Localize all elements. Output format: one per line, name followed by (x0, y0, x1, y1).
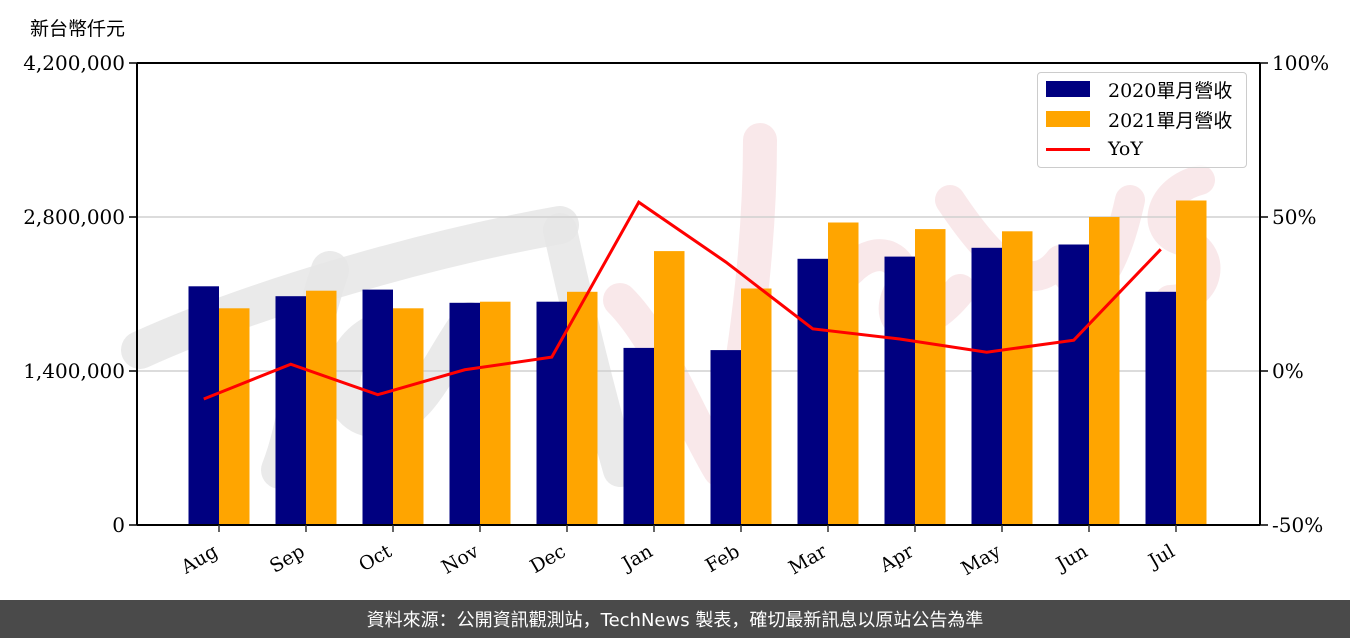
bar-2021-apr (915, 229, 946, 525)
bar-2020-mar (797, 258, 828, 525)
chart-legend: 2020單月營收 2021單月營收 YoY (1037, 72, 1247, 168)
x-tick-label-feb: Feb (702, 540, 744, 577)
legend-label-yoy: YoY (1108, 138, 1143, 160)
bar-2021-dec (567, 291, 598, 525)
bar-2021-jul (1176, 200, 1207, 525)
legend-label-2021: 2021單月營收 (1108, 109, 1233, 132)
right-tick-label: -50% (1272, 513, 1323, 537)
right-tick-label: 50% (1272, 205, 1316, 229)
x-tick-label-apr: Apr (875, 540, 918, 577)
x-tick-label-oct: Oct (355, 540, 396, 576)
bar-2020-jun (1058, 244, 1089, 525)
x-tick-label-mar: Mar (785, 540, 831, 579)
bar-2020-sep (275, 296, 306, 525)
legend-item-2020: 2020單月營收 (1046, 75, 1232, 103)
bar-2020-jul (1145, 291, 1176, 525)
left-tick-label: 4,200,000 (23, 51, 125, 75)
bar-2021-oct (393, 308, 424, 525)
right-tick-label: 0% (1272, 359, 1304, 383)
x-tick-label-dec: Dec (526, 540, 569, 578)
bar-2020-aug (188, 286, 219, 525)
legend-swatch-2021 (1046, 111, 1090, 127)
bar-2020-oct (362, 289, 393, 525)
combo-chart: 0 1,400,000 2,800,000 4,200,000 -50% 0% 50% 100… (23, 51, 1329, 580)
bar-2021-nov (480, 301, 511, 525)
x-tick-label-jun: Jun (1051, 540, 1092, 576)
legend-item-2021: 2021單月營收 (1046, 105, 1232, 133)
bar-2021-jan (654, 251, 685, 525)
bar-2021-feb (741, 288, 772, 525)
bar-2020-nov (449, 302, 480, 525)
legend-line-yoy (1046, 147, 1090, 151)
legend-swatch-2020 (1046, 81, 1090, 97)
bar-2020-feb (710, 350, 741, 525)
bar-2021-aug (219, 308, 250, 525)
bar-2021-jun (1089, 217, 1120, 525)
yoy-line (203, 200, 1162, 401)
footer-text: 資料來源：公開資訊觀測站，TechNews 製表，確切最新訊息以原站公告為準 (366, 610, 984, 631)
left-tick-label: 2,800,000 (23, 205, 125, 229)
chart-area: 0 1,400,000 2,800,000 4,200,000 -50% 0% 50% 100… (23, 51, 1329, 580)
x-tick-label-jan: Jan (617, 540, 657, 576)
x-tick-label-jul: Jul (1143, 540, 1178, 573)
x-tick-label-nov: Nov (438, 540, 483, 579)
left-tick-label: 1,400,000 (23, 359, 125, 383)
left-tick-label: 0 (112, 513, 125, 537)
bar-2021-sep (306, 290, 337, 525)
bar-2020-jan (623, 347, 654, 525)
x-tick-label-sep: Sep (266, 540, 309, 577)
legend-label-2020: 2020單月營收 (1108, 79, 1233, 102)
left-axis-unit-label: 新台幣仟元 (30, 18, 126, 40)
bar-2020-may (971, 247, 1002, 526)
x-tick-label-may: May (958, 540, 1005, 580)
legend-item-yoy: YoY (1046, 135, 1143, 163)
source-footer: 資料來源：公開資訊觀測站，TechNews 製表，確切最新訊息以原站公告為準 (0, 600, 1350, 638)
right-tick-label: 100% (1272, 51, 1329, 75)
bar-2020-apr (884, 256, 915, 525)
bar-2021-mar (828, 222, 859, 525)
x-tick-label-aug: Aug (177, 540, 222, 579)
bar-2021-may (1002, 231, 1033, 526)
